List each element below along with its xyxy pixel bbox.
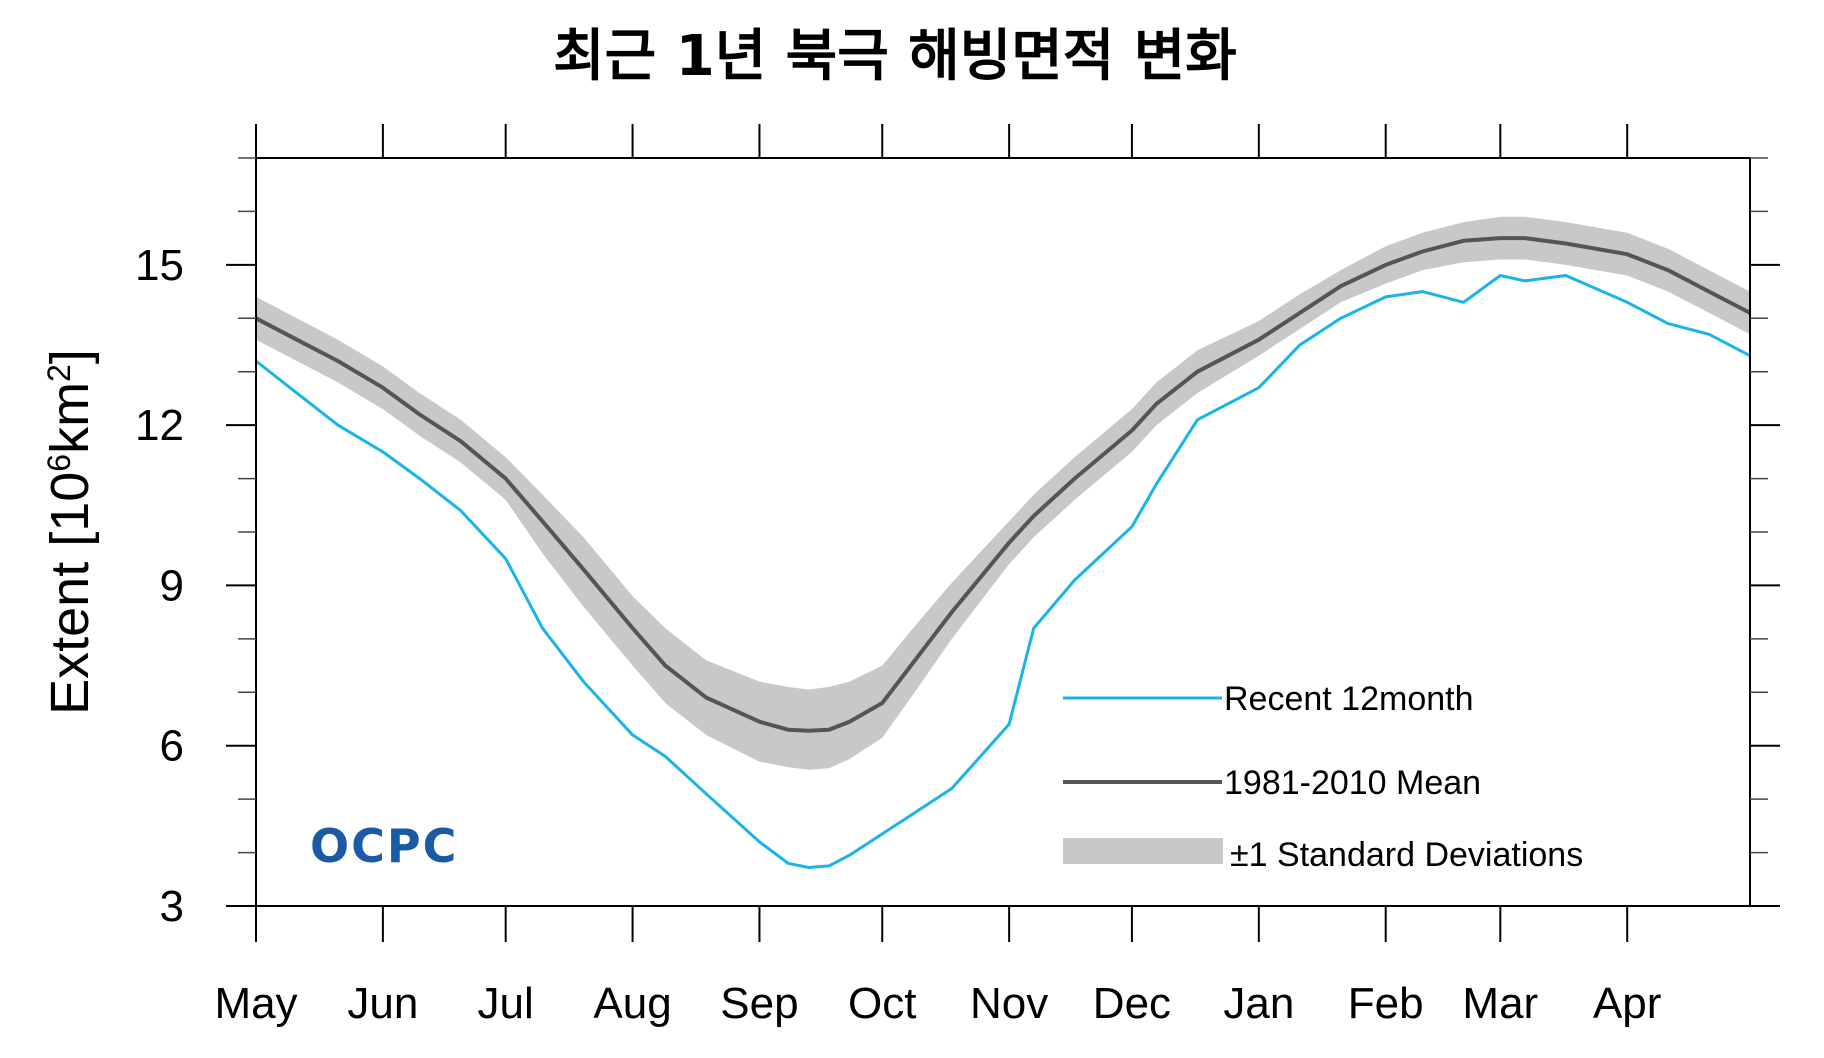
legend-label-band: ±1 Standard Deviations — [1230, 836, 1583, 874]
x-tick-label: Jan — [1223, 979, 1294, 1028]
series-lines-layer — [255, 236, 1751, 869]
ocpc-logo: OCPC — [310, 819, 458, 873]
series-line-mean — [255, 236, 1751, 733]
y-tick-label: 15 — [135, 241, 184, 290]
legend-label-mean: 1981-2010 Mean — [1224, 764, 1481, 802]
x-tick-label: Dec — [1093, 979, 1171, 1028]
x-tick-label: Apr — [1593, 979, 1661, 1028]
axis-ticks — [226, 124, 1780, 942]
ylabel-exp2: 2 — [41, 364, 77, 382]
y-tick-label: 9 — [160, 561, 184, 610]
ylabel-suffix: ] — [40, 349, 100, 364]
x-tick-labels: May Jun Jul Aug Sep Oct Nov Dec Jan Feb Mar Apr — [214, 979, 1661, 1028]
x-tick-label: Mar — [1462, 979, 1538, 1028]
chart-title: 최근 1년 북극 해빙면적 변화 — [553, 24, 1237, 89]
series-line-recent — [255, 274, 1751, 869]
std-band-layer — [256, 216, 1750, 770]
ylabel-prefix: Extent [10 — [40, 472, 100, 715]
legend-swatch-band — [1063, 838, 1223, 864]
ylabel-middle: km — [40, 382, 100, 454]
ylabel-exp1: 6 — [41, 454, 77, 472]
std-band — [256, 216, 1750, 770]
legend: Recent 12month 1981-2010 Mean ±1 Standar… — [1063, 680, 1583, 874]
x-tick-label: May — [214, 979, 297, 1028]
y-tick-label: 6 — [160, 722, 184, 771]
x-tick-label: Sep — [720, 979, 798, 1028]
legend-label-recent: Recent 12month — [1224, 680, 1474, 718]
x-tick-label: Nov — [970, 979, 1048, 1028]
y-axis-label: Extent [106km2] — [40, 349, 100, 715]
x-tick-label: Oct — [848, 979, 916, 1028]
x-tick-label: Jun — [347, 979, 418, 1028]
y-tick-label: 12 — [135, 401, 184, 450]
x-tick-label: Jul — [478, 979, 534, 1028]
x-tick-label: Feb — [1348, 979, 1424, 1028]
y-tick-labels: 3 6 9 12 15 — [135, 241, 184, 931]
y-tick-label: 3 — [160, 882, 184, 931]
x-tick-label: Aug — [593, 979, 671, 1028]
